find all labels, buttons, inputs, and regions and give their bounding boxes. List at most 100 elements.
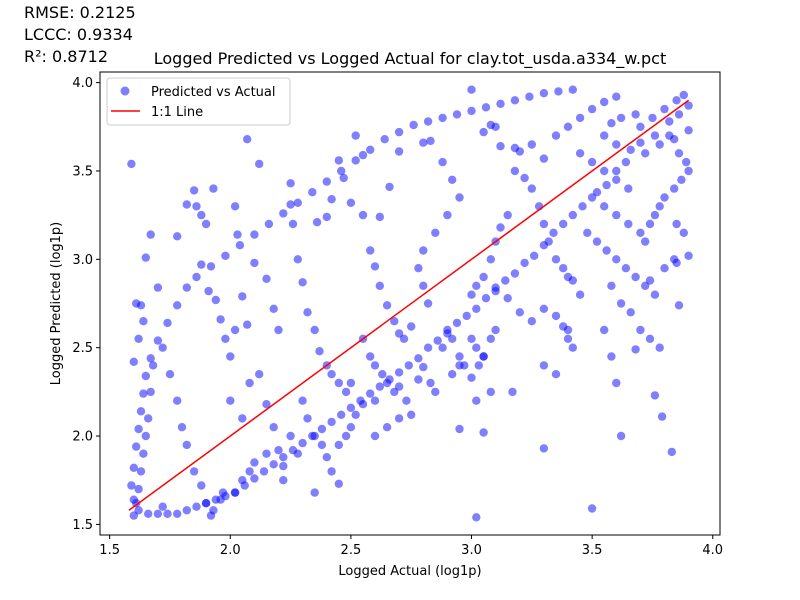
data-point	[515, 308, 524, 317]
data-point	[153, 336, 163, 345]
data-point	[592, 237, 602, 246]
lccc-text: LCCC: 0.9334	[24, 25, 133, 44]
data-point	[423, 343, 433, 352]
data-point	[366, 352, 375, 361]
data-point	[346, 423, 356, 432]
data-point	[474, 361, 483, 370]
data-point	[645, 334, 655, 343]
data-point	[407, 410, 416, 419]
data-point	[674, 149, 684, 158]
data-point	[414, 354, 423, 363]
data-point	[636, 122, 645, 131]
data-point	[238, 292, 247, 301]
data-point	[153, 283, 163, 292]
data-point	[288, 219, 298, 229]
data-point	[334, 479, 343, 488]
data-point	[192, 502, 201, 511]
data-point	[472, 281, 481, 290]
data-point	[486, 387, 495, 397]
data-point	[148, 361, 158, 370]
data-point	[670, 135, 679, 144]
data-point	[308, 188, 317, 197]
data-point	[472, 343, 481, 352]
data-point	[559, 264, 568, 273]
data-point	[607, 281, 616, 290]
data-point	[146, 354, 155, 363]
data-point	[575, 149, 585, 158]
data-point	[197, 260, 206, 269]
data-point	[448, 175, 457, 184]
data-point	[182, 506, 191, 515]
data-point	[341, 387, 351, 397]
data-point	[419, 281, 428, 290]
data-point	[382, 301, 392, 310]
data-point	[356, 396, 365, 405]
data-point	[674, 301, 684, 310]
data-point	[510, 166, 520, 176]
data-point	[165, 370, 175, 379]
data-point	[394, 382, 404, 391]
data-point	[462, 311, 471, 321]
data-point	[602, 180, 611, 190]
data-point	[539, 89, 549, 98]
data-point	[132, 442, 141, 451]
data-point	[481, 103, 491, 112]
data-point	[351, 410, 360, 419]
data-point	[366, 246, 375, 255]
data-point	[672, 219, 681, 229]
data-point	[394, 329, 404, 338]
data-point	[230, 488, 240, 497]
data-point	[201, 499, 211, 508]
data-point	[334, 156, 343, 165]
data-point	[612, 210, 621, 220]
data-point	[206, 511, 216, 520]
data-point	[144, 509, 153, 518]
y-tick-label: 2.5	[72, 341, 93, 356]
data-point	[240, 481, 249, 490]
data-point	[394, 368, 404, 377]
data-point	[274, 446, 283, 455]
data-point	[636, 228, 645, 237]
data-point	[496, 142, 505, 151]
data-point	[479, 352, 488, 361]
data-point	[380, 135, 389, 144]
data-point	[426, 136, 435, 146]
data-point	[539, 241, 549, 250]
data-point	[327, 467, 336, 476]
data-point	[312, 218, 322, 227]
data-point	[491, 122, 500, 131]
data-point	[182, 200, 191, 209]
data-point	[334, 440, 343, 450]
data-point	[508, 387, 517, 397]
data-point	[346, 378, 356, 388]
data-point	[486, 334, 495, 343]
data-point	[269, 423, 278, 432]
data-point	[370, 396, 380, 405]
data-point	[129, 357, 138, 366]
data-point	[568, 85, 577, 94]
data-point	[443, 210, 452, 220]
data-point	[221, 491, 230, 501]
data-point	[409, 120, 418, 130]
data-point	[684, 126, 693, 135]
data-point	[173, 232, 182, 241]
data-point	[467, 290, 476, 299]
data-point	[682, 157, 691, 167]
data-point	[592, 188, 602, 197]
data-point	[221, 251, 230, 260]
data-point	[279, 209, 288, 218]
data-point	[262, 274, 271, 283]
data-point	[230, 202, 240, 211]
data-point	[226, 352, 235, 361]
data-point	[530, 251, 539, 260]
data-point	[419, 138, 428, 147]
rmse-text: RMSE: 0.2125	[24, 3, 136, 22]
data-point	[554, 87, 563, 96]
data-point	[211, 295, 220, 305]
data-point	[624, 184, 633, 193]
data-point	[602, 246, 611, 255]
data-point	[657, 412, 667, 421]
data-point	[575, 290, 585, 299]
data-point	[467, 85, 476, 94]
